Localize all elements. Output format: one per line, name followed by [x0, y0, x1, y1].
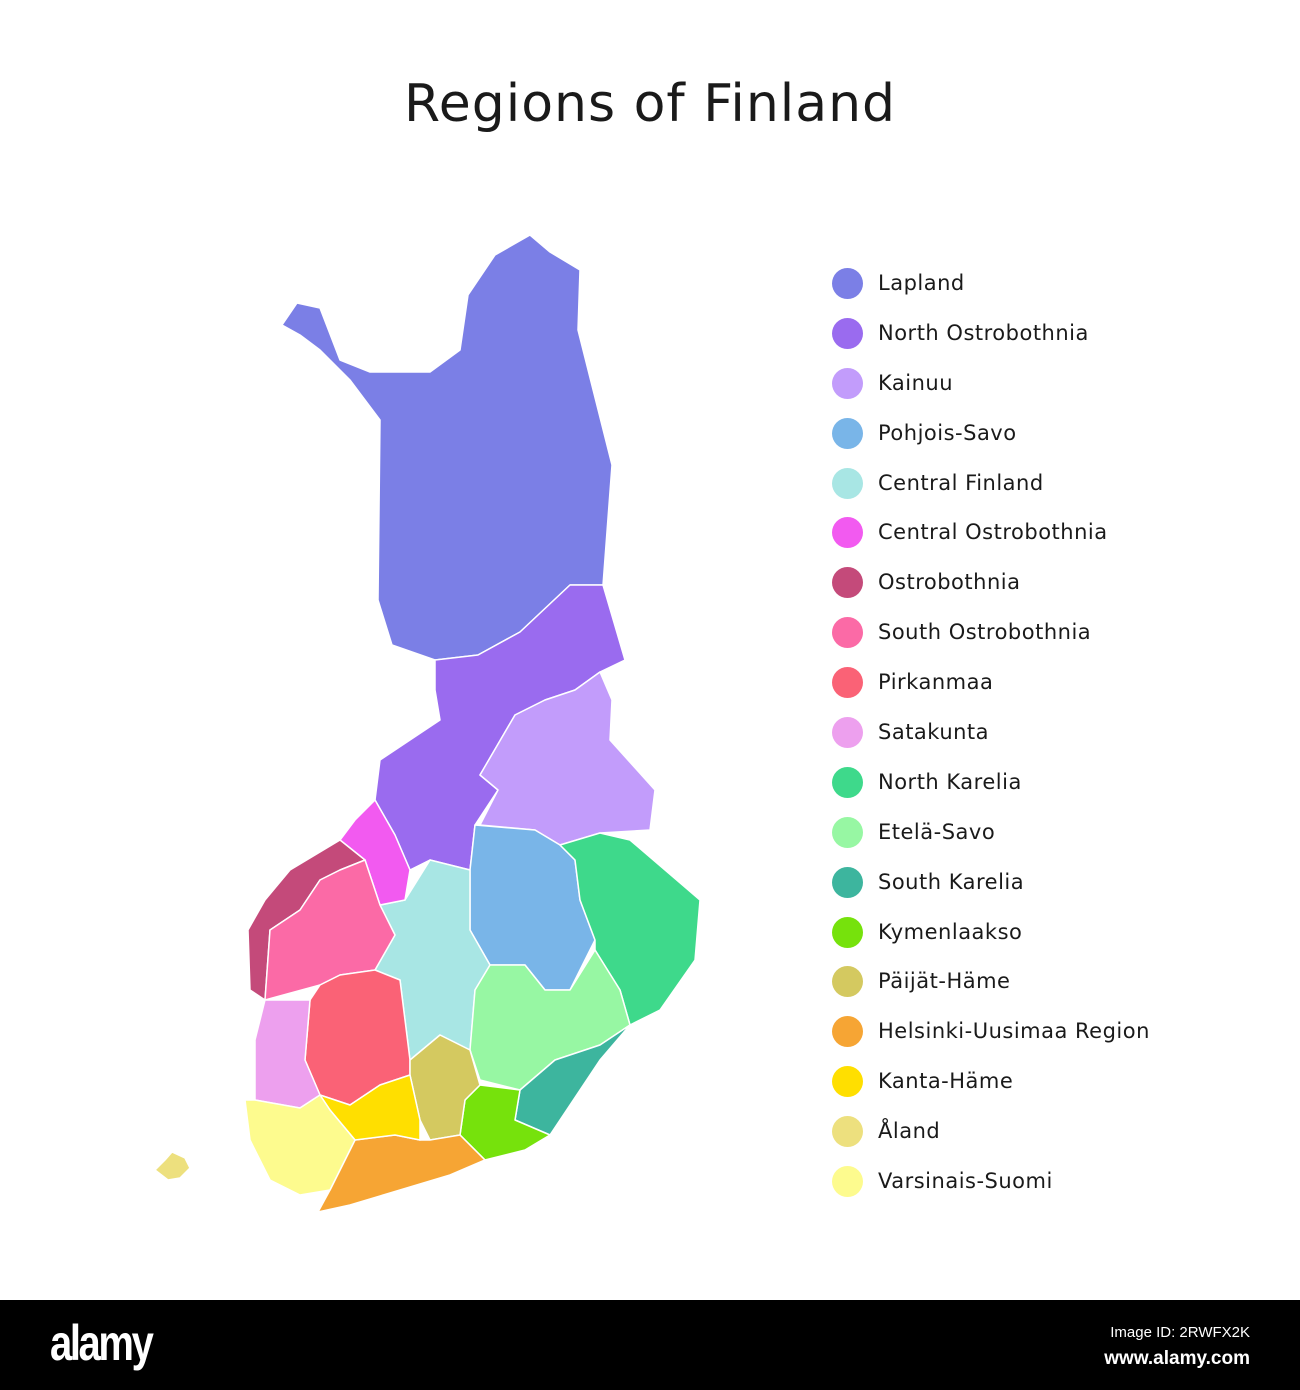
legend-swatch [832, 816, 863, 848]
legend-label: Varsinais-Suomi [878, 1169, 1053, 1194]
legend-label: Satakunta [878, 720, 990, 745]
region-varsinais-suomi [244, 1094, 356, 1196]
legend-item-pa-ija-t-ha-me: Päijät-Häme [832, 966, 1150, 1016]
legend-swatch [832, 966, 863, 998]
legend-label: Kanta-Häme [878, 1069, 1014, 1094]
legend-label: Åland [878, 1119, 941, 1144]
legend-label: Central Ostrobothnia [878, 520, 1108, 545]
region-a-land [154, 1151, 191, 1181]
legend-item-north-karelia: North Karelia [832, 766, 1150, 817]
legend-item-varsinais-suomi: Varsinais-Suomi [832, 1166, 1150, 1216]
legend-item-ostrobothnia: Ostrobothnia [832, 567, 1150, 617]
legend-label: North Ostrobothnia [878, 320, 1089, 345]
legend-swatch [832, 567, 863, 599]
legend-swatch [832, 367, 863, 399]
legend-item-north-ostrobothnia: North Ostrobothnia [832, 317, 1150, 368]
legend-swatch [832, 617, 863, 649]
legend-item-helsinki-uusimaa-region: Helsinki-Uusimaa Region [832, 1016, 1150, 1066]
site-url: www.alamy.com [1104, 1348, 1250, 1369]
legend-label: Central Finland [878, 470, 1044, 495]
legend-label: Kymenlaakso [878, 919, 1023, 944]
legend-item-kymenlaakso: Kymenlaakso [832, 916, 1150, 967]
finland-map [154, 234, 701, 1213]
legend: Lapland North Ostrobothnia Kainuu Pohjois-S… [832, 268, 1150, 1216]
map-title: Regions of Finland [403, 74, 897, 134]
legend-swatch [832, 1016, 863, 1048]
legend-swatch [832, 317, 863, 349]
legend-swatch [832, 1116, 863, 1148]
legend-swatch [832, 417, 863, 449]
legend-label: Kainuu [878, 370, 954, 395]
legend-swatch [832, 517, 863, 549]
legend-swatch [832, 916, 863, 948]
legend-item-central-ostrobothnia: Central Ostrobothnia [832, 517, 1150, 567]
legend-swatch [832, 467, 863, 499]
legend-swatch [832, 268, 863, 299]
region-south-ostrobothnia [264, 859, 396, 1001]
legend-item-south-karelia: South Karelia [832, 866, 1150, 917]
image-id: Image ID: 2RWFX2K [1110, 1324, 1250, 1341]
legend-label: Pohjois-Savo [878, 420, 1017, 445]
legend-item-satakunta: Satakunta [832, 717, 1150, 767]
legend-label: Etelä-Savo [878, 819, 996, 844]
legend-item-etela-savo: Etelä-Savo [832, 816, 1150, 867]
legend-item-kanta-ha-me: Kanta-Häme [832, 1066, 1150, 1116]
legend-label: Päijät-Häme [878, 969, 1011, 994]
legend-item-south-ostrobothnia: South Ostrobothnia [832, 617, 1150, 667]
legend-swatch [832, 667, 863, 699]
legend-swatch [832, 1066, 863, 1098]
legend-label: Ostrobothnia [878, 570, 1021, 595]
legend-item-lapland: Lapland [832, 268, 1150, 318]
legend-label: Lapland [878, 271, 965, 295]
legend-label: Pirkanmaa [878, 670, 994, 695]
legend-swatch [832, 717, 863, 749]
alamy-logo: alamy [50, 1315, 154, 1371]
legend-label: South Karelia [878, 869, 1025, 894]
legend-swatch [832, 1166, 863, 1198]
legend-label: South Ostrobothnia [878, 620, 1092, 645]
legend-label: Helsinki-Uusimaa Region [878, 1019, 1150, 1044]
legend-item-pohjois-savo: Pohjois-Savo [832, 417, 1150, 468]
watermark-footer: alamy Image ID: 2RWFX2K www.alamy.com [0, 1300, 1300, 1390]
legend-swatch [832, 866, 863, 898]
legend-item-central-finland: Central Finland [832, 467, 1150, 518]
legend-item-kainuu: Kainuu [832, 367, 1150, 418]
legend-item-pirkanmaa: Pirkanmaa [832, 667, 1150, 717]
legend-swatch [832, 766, 863, 798]
legend-label: North Karelia [878, 769, 1022, 794]
legend-item-a-land: Åland [832, 1116, 1150, 1166]
region-lapland [281, 234, 613, 661]
